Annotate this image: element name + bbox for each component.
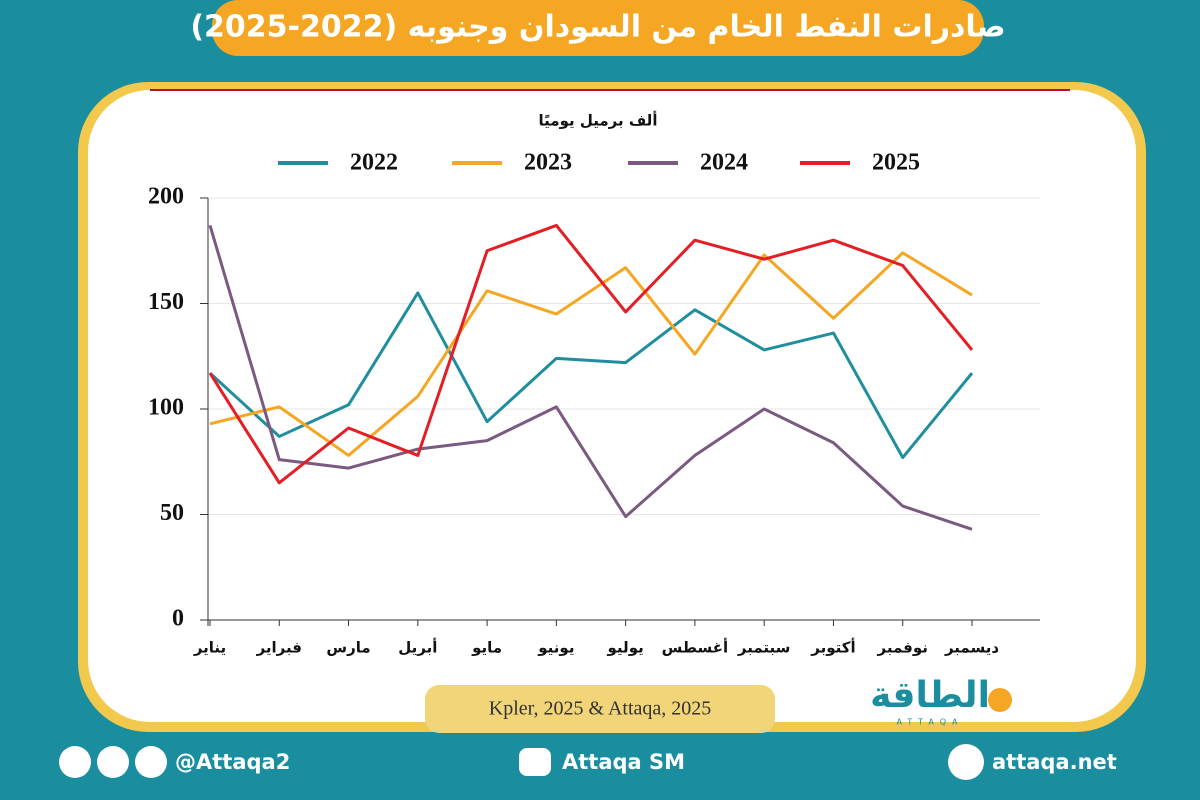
series-line [208, 223, 974, 485]
footer-icons [59, 744, 984, 780]
y-tick-label: 0 [172, 606, 184, 632]
y-tick-label: 50 [160, 500, 184, 526]
legend-label: 2024 [700, 150, 748, 176]
title-banner [212, 0, 984, 56]
legend-label: 2025 [872, 150, 920, 176]
logo-text: الطاقة [870, 675, 990, 716]
panel [88, 90, 1136, 722]
x-tick-label: يناير [193, 639, 226, 657]
youtube-icon[interactable] [519, 748, 551, 776]
facebook-icon[interactable] [135, 746, 167, 778]
x-tick-label: سبتمبر [737, 639, 791, 657]
x-tick-label: يونيو [537, 639, 574, 657]
legend-label: 2023 [524, 150, 572, 176]
footer-website: attaqa.net [992, 750, 1117, 774]
instagram-icon[interactable] [97, 746, 129, 778]
x-tick-label: يوليو [607, 639, 644, 657]
logo-drop [988, 688, 1012, 712]
y-tick-label: 150 [148, 289, 184, 315]
y-tick-label: 200 [148, 184, 184, 210]
series-line [208, 291, 974, 460]
x-tick-label: أكتوبر [810, 638, 855, 657]
x-tick-label: ديسمبر [944, 639, 999, 657]
x-tick-label: مارس [326, 639, 370, 657]
footer-social: @Attaqa2 [175, 750, 290, 774]
chart-title: صادرات النفط الخام من السودان وجنوبه (20… [190, 10, 1005, 45]
web-icon[interactable] [948, 744, 984, 780]
y-tick-label: 100 [148, 395, 184, 421]
source-box [425, 685, 775, 733]
x-icon[interactable] [59, 746, 91, 778]
series-line [208, 225, 973, 531]
x-tick-label: أبريل [398, 638, 437, 657]
legend-label: 2022 [350, 150, 398, 176]
source: Kpler, 2025 & Attaqa, 2025 [489, 698, 712, 720]
logo-latin: ATTAQA [897, 718, 964, 727]
footer-youtube: Attaqa SM [562, 750, 685, 774]
x-tick-label: مايو [471, 639, 502, 657]
x-tick-label: فبراير [256, 639, 302, 657]
y-axis-label: ألف برميل يوميًا [539, 111, 658, 130]
x-tick-label: أغسطس [662, 638, 728, 657]
series-line [209, 251, 973, 457]
x-tick-label: نوفمبر [877, 639, 928, 657]
